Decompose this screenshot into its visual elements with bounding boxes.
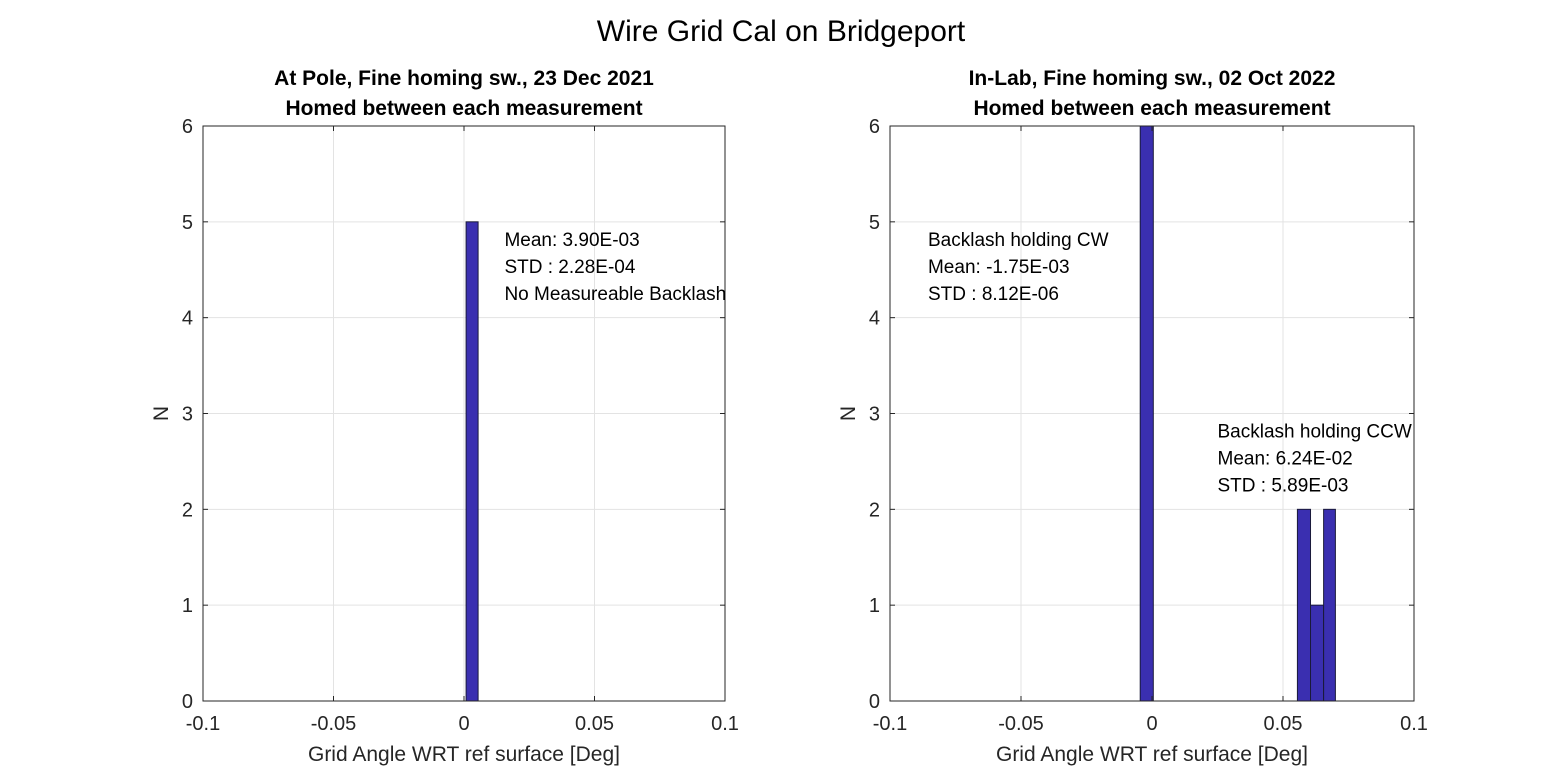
annotation-text: No Measureable Backlash	[504, 284, 726, 305]
x-tick-label: -0.05	[311, 713, 357, 735]
panel-title-line: Homed between each measurement	[285, 97, 642, 120]
histogram-bar	[1296, 508, 1312, 702]
y-tick-label: 0	[869, 691, 880, 713]
x-tick-label: -0.05	[998, 713, 1044, 735]
annotation-text: Mean: -1.75E-03	[928, 257, 1070, 278]
annotation-text: STD : 5.89E-03	[1218, 475, 1349, 496]
y-tick-label: 1	[869, 595, 880, 617]
annotation-text: Backlash holding CCW	[1218, 421, 1412, 442]
annotation-text: STD : 2.28E-04	[504, 257, 635, 278]
panel-title-line: In-Lab, Fine homing sw., 02 Oct 2022	[969, 67, 1336, 90]
y-axis-label: N	[837, 406, 860, 421]
x-tick-label: 0	[1146, 713, 1157, 735]
annotation-text: Mean: 3.90E-03	[504, 230, 639, 251]
x-axis-label: Grid Angle WRT ref surface [Deg]	[308, 743, 620, 766]
x-axis-label: Grid Angle WRT ref surface [Deg]	[996, 743, 1308, 766]
y-tick-label: 1	[182, 595, 193, 617]
histogram-bar	[1310, 604, 1325, 702]
y-tick-label: 3	[869, 404, 880, 426]
annotation-text: STD : 8.12E-06	[928, 284, 1059, 305]
y-tick-label: 2	[869, 499, 880, 521]
x-tick-label: -0.1	[873, 713, 907, 735]
y-tick-label: 5	[869, 212, 880, 234]
y-tick-label: 0	[182, 691, 193, 713]
figure-title: Wire Grid Cal on Bridgeport	[597, 15, 966, 48]
histogram-bar	[1323, 508, 1336, 702]
annotation-text: Backlash holding CW	[928, 230, 1109, 251]
annotation-text: Mean: 6.24E-02	[1218, 448, 1353, 469]
x-tick-label: 0.05	[1264, 713, 1303, 735]
panel-title-line: At Pole, Fine homing sw., 23 Dec 2021	[274, 67, 654, 90]
histogram-panel-pole: -0.1 -0.05 0 0.05 0.1 0 1 2 3 4 5 6 At Pole, Fine ho…	[150, 67, 739, 766]
y-tick-label: 2	[182, 499, 193, 521]
x-tick-label: 0.1	[1400, 713, 1428, 735]
y-axis-label: N	[150, 406, 173, 421]
y-tick-label: 5	[182, 212, 193, 234]
x-tick-label: 0	[458, 713, 469, 735]
x-tick-label: 0.1	[711, 713, 739, 735]
y-tick-label: 6	[869, 116, 880, 138]
histogram-bar	[1139, 125, 1154, 702]
y-tick-label: 4	[869, 308, 880, 330]
histogram-bar	[465, 221, 479, 702]
x-tick-label: 0.05	[575, 713, 614, 735]
y-tick-label: 4	[182, 308, 193, 330]
y-tick-label: 3	[182, 404, 193, 426]
y-tick-label: 6	[182, 116, 193, 138]
x-tick-label: -0.1	[186, 713, 220, 735]
histogram-panel-lab: -0.1 -0.05 0 0.05 0.1 0 1 2 3 4 5 6 In-Lab, Fine hom…	[837, 67, 1428, 766]
panel-title-line: Homed between each measurement	[973, 97, 1330, 120]
